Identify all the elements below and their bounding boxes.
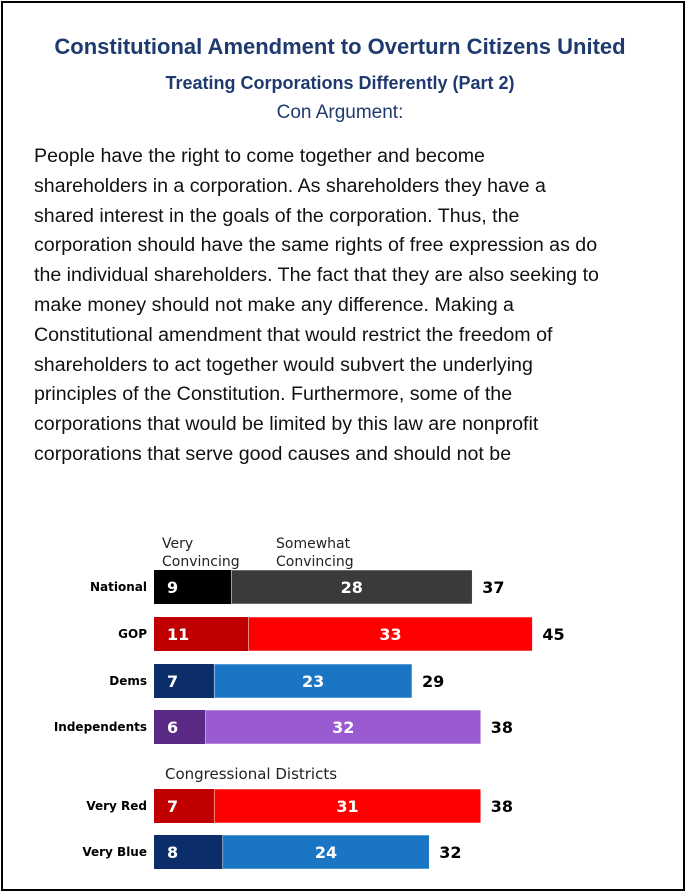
bar-somewhat-convincing bbox=[231, 569, 473, 605]
data-label-very: 8 bbox=[167, 843, 178, 862]
bar-very-convincing bbox=[154, 710, 206, 744]
data-label-very: 11 bbox=[167, 625, 189, 644]
bar-very-convincing bbox=[154, 617, 249, 651]
category-label: Dems bbox=[109, 674, 147, 688]
data-label-total: 32 bbox=[439, 843, 461, 862]
data-label-somewhat: 28 bbox=[341, 578, 363, 597]
data-label-very: 6 bbox=[167, 718, 178, 737]
legend-label-word: Somewhat bbox=[276, 536, 351, 552]
data-label-total: 37 bbox=[482, 578, 504, 597]
legend-label-1: Somewhat Convincing bbox=[276, 536, 354, 570]
legend-label-word: Convincing bbox=[162, 554, 240, 570]
data-label-somewhat: 23 bbox=[302, 672, 324, 691]
data-label-total: 29 bbox=[422, 672, 444, 691]
data-label-total: 45 bbox=[542, 625, 564, 644]
page-subtitle: Treating Corporations Differently (Part … bbox=[165, 73, 515, 93]
category-label: Very Red bbox=[86, 799, 147, 813]
data-label-very: 7 bbox=[167, 797, 178, 816]
bar-very-convincing bbox=[154, 789, 215, 823]
bar-somewhat-convincing bbox=[222, 834, 430, 870]
category-label: National bbox=[90, 580, 147, 594]
data-label-total: 38 bbox=[491, 718, 513, 737]
category-label: Very Blue bbox=[82, 845, 147, 859]
data-label-very: 9 bbox=[167, 578, 178, 597]
bar-very-convincing bbox=[154, 835, 223, 869]
bar-somewhat-convincing bbox=[248, 616, 533, 652]
section-label: Congressional Districts bbox=[165, 765, 337, 783]
data-label-somewhat: 31 bbox=[336, 797, 358, 816]
bar-somewhat-convincing bbox=[205, 709, 482, 745]
argument-heading: Con Argument: bbox=[276, 102, 404, 123]
page-title: Constitutional Amendment to Overturn Cit… bbox=[54, 34, 626, 59]
bar-very-convincing bbox=[154, 664, 215, 698]
legend-label-0: Very Convincing bbox=[162, 536, 240, 570]
legend-label-word: Very bbox=[162, 536, 193, 552]
category-label: Independents bbox=[54, 720, 147, 734]
data-label-somewhat: 33 bbox=[379, 625, 401, 644]
category-label: GOP bbox=[118, 627, 147, 641]
bar-somewhat-convincing bbox=[213, 788, 482, 824]
data-label-total: 38 bbox=[491, 797, 513, 816]
legend-label-word: Convincing bbox=[276, 554, 354, 570]
data-label-somewhat: 24 bbox=[315, 843, 337, 862]
argument-text: People have the right to come together a… bbox=[34, 145, 599, 465]
bar-somewhat-convincing bbox=[213, 663, 413, 699]
bar-very-convincing bbox=[154, 570, 232, 604]
data-label-somewhat: 32 bbox=[332, 718, 354, 737]
data-label-very: 7 bbox=[167, 672, 178, 691]
